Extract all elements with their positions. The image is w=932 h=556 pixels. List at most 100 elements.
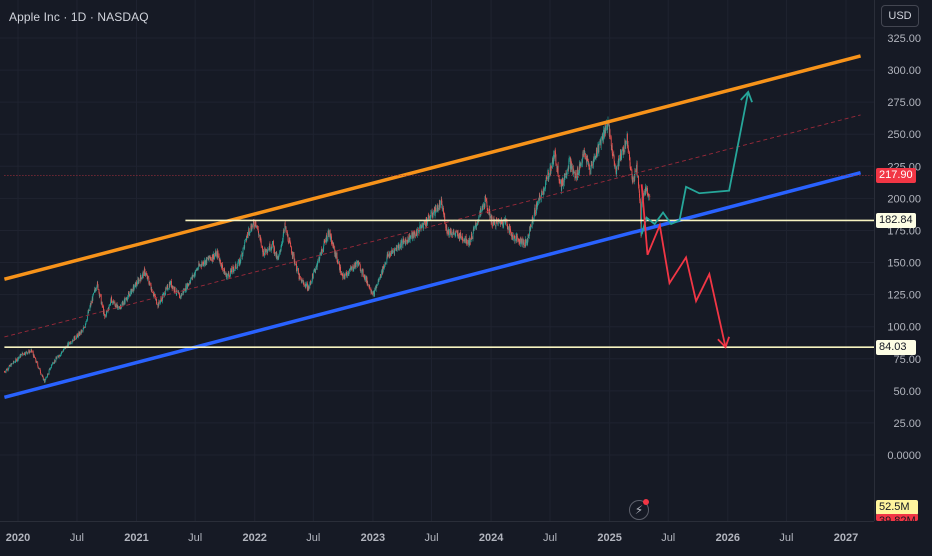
candle-body bbox=[329, 230, 331, 239]
candle-body bbox=[567, 166, 569, 172]
candle-body bbox=[471, 237, 473, 239]
candle-body bbox=[464, 235, 466, 242]
candle-body bbox=[207, 257, 209, 259]
candle-body bbox=[559, 179, 561, 182]
candle-body bbox=[117, 305, 119, 307]
candle-body bbox=[405, 240, 407, 242]
candle-body bbox=[624, 139, 626, 144]
price-axis[interactable]: 325.00300.00275.00250.00225.00200.00175.… bbox=[874, 0, 932, 521]
candle-body bbox=[353, 265, 355, 269]
symbol-title[interactable]: Apple Inc · 1D · NASDAQ bbox=[9, 10, 149, 24]
time-tick-label: Jul bbox=[424, 532, 438, 544]
candle-body bbox=[582, 157, 583, 163]
candle-body bbox=[98, 289, 100, 293]
lightning-icon[interactable]: ⚡ bbox=[629, 499, 649, 520]
candle-body bbox=[87, 315, 89, 321]
candle-body bbox=[89, 306, 91, 311]
candle-body bbox=[334, 252, 336, 255]
candle-body bbox=[455, 231, 457, 234]
candle-body bbox=[13, 362, 15, 363]
candle-body bbox=[317, 261, 318, 266]
chart-canvas[interactable] bbox=[0, 0, 874, 521]
candle-body bbox=[643, 193, 645, 200]
candle-body bbox=[380, 274, 382, 278]
candle-body bbox=[18, 357, 20, 359]
candle-body bbox=[568, 160, 570, 169]
candle-body bbox=[484, 206, 486, 207]
candle-body bbox=[235, 263, 237, 268]
chart-pane[interactable] bbox=[0, 0, 874, 521]
candle-body bbox=[544, 188, 545, 190]
candle-body bbox=[212, 254, 214, 260]
candle-body bbox=[160, 300, 161, 303]
candle-body bbox=[24, 354, 26, 355]
candle-body bbox=[599, 140, 601, 144]
candle-body bbox=[388, 254, 390, 257]
candle-body bbox=[164, 294, 166, 296]
candle-body bbox=[88, 309, 90, 311]
candle-body bbox=[105, 314, 107, 318]
mid-channel-line bbox=[4, 114, 861, 338]
candle-body bbox=[619, 153, 621, 159]
candle-body bbox=[114, 304, 116, 307]
candle-body bbox=[516, 235, 518, 239]
candle-body bbox=[451, 234, 452, 236]
candle-body bbox=[537, 201, 539, 203]
candle-body bbox=[482, 203, 484, 208]
candle-body bbox=[596, 149, 598, 157]
candle-body bbox=[108, 304, 110, 307]
candle-body bbox=[344, 275, 346, 278]
candle-body bbox=[27, 352, 29, 353]
candle-body bbox=[471, 234, 473, 238]
candle-body bbox=[377, 283, 379, 285]
candle-body bbox=[246, 235, 248, 239]
candle-body bbox=[499, 220, 501, 224]
candle-body bbox=[457, 232, 459, 235]
currency-button[interactable]: USD bbox=[881, 5, 919, 27]
candle-body bbox=[603, 129, 604, 140]
candle-body bbox=[205, 260, 207, 265]
candle-body bbox=[462, 240, 464, 242]
candle-body bbox=[150, 284, 152, 290]
candle-body bbox=[540, 198, 542, 200]
candle-body bbox=[491, 217, 493, 226]
candle-body bbox=[586, 158, 588, 164]
candle-body bbox=[525, 240, 527, 244]
candle-body bbox=[341, 273, 343, 275]
candle-body bbox=[189, 281, 191, 285]
candle-body bbox=[56, 357, 58, 360]
candle-body bbox=[231, 271, 233, 273]
candle-body bbox=[433, 212, 434, 214]
candle-body bbox=[244, 242, 246, 248]
candle-body bbox=[423, 221, 425, 224]
candle-body bbox=[184, 289, 186, 292]
candle-body bbox=[534, 207, 536, 214]
candle-body bbox=[580, 165, 581, 166]
candle-body bbox=[69, 342, 70, 344]
candle-body bbox=[178, 293, 180, 295]
candle-body bbox=[316, 265, 318, 268]
price-tick-label: 75.00 bbox=[893, 354, 921, 366]
candle-body bbox=[20, 355, 21, 358]
candle-body bbox=[12, 363, 14, 364]
candle-body bbox=[239, 259, 241, 262]
candle-body bbox=[103, 311, 105, 314]
candle-body bbox=[19, 356, 21, 358]
candle-body bbox=[536, 206, 538, 209]
candle-body bbox=[439, 201, 441, 208]
candle-body bbox=[496, 221, 498, 222]
candle-body bbox=[343, 274, 345, 275]
candle-body bbox=[354, 262, 356, 269]
candles bbox=[3, 116, 651, 384]
candle-body bbox=[251, 225, 253, 228]
price-axis-canvas[interactable]: 325.00300.00275.00250.00225.00200.00175.… bbox=[875, 0, 932, 521]
candle-body bbox=[230, 268, 232, 272]
candle-body bbox=[106, 312, 107, 316]
candle-body bbox=[282, 234, 284, 240]
candle-body bbox=[121, 302, 123, 304]
candle-body bbox=[559, 180, 561, 184]
candle-body bbox=[280, 248, 282, 251]
candle-body bbox=[369, 288, 371, 290]
time-axis-canvas[interactable]: 2020 Jul 2021 Jul 2022 Jul 2023 Jul 2024 Jul 2025 J… bbox=[0, 522, 874, 551]
time-axis[interactable]: 2020 Jul 2021 Jul 2022 Jul 2023 Jul 2024 Jul 2025 J… bbox=[0, 521, 874, 550]
